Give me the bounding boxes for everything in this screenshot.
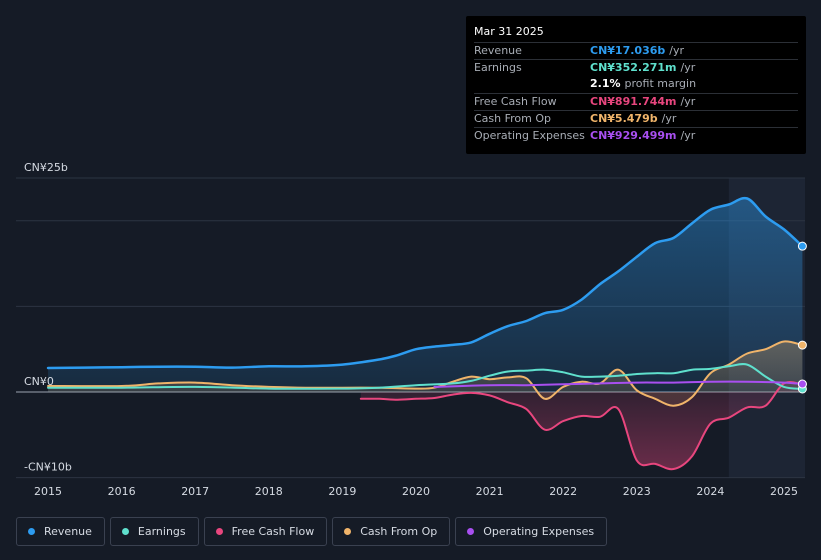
- tooltip-row-label: Earnings: [474, 61, 522, 74]
- tooltip-row-unit: /yr: [680, 61, 696, 74]
- legend-item-revenue[interactable]: Revenue: [16, 517, 105, 546]
- legend-label: Operating Expenses: [483, 525, 595, 538]
- tooltip-row-unit: /yr: [680, 95, 696, 108]
- legend-item-earnings[interactable]: Earnings: [109, 517, 199, 546]
- tooltip-row-label: [474, 76, 590, 93]
- tooltip-row-value: CN¥17.036b: [590, 44, 666, 57]
- tooltip-row: Free Cash Flow CN¥891.744m/yr: [474, 93, 798, 110]
- legend-dot-icon: [28, 528, 35, 535]
- x-tick-label: 2016: [108, 485, 136, 498]
- tooltip-row-value: CN¥929.499m: [590, 129, 677, 142]
- legend-dot-icon: [344, 528, 352, 535]
- tooltip-row-label: Operating Expenses: [474, 129, 585, 142]
- legend-label: Cash From Op: [360, 525, 438, 538]
- x-tick-label: 2021: [476, 485, 504, 498]
- tooltip-row-label: Free Cash Flow: [474, 95, 557, 108]
- earnings-line: [47, 363, 804, 390]
- legend-label: Earnings: [137, 525, 186, 538]
- cash-from-op-line: [47, 340, 804, 407]
- y-tick-label: CN¥25b: [24, 161, 68, 174]
- operating-expenses-line: [433, 380, 804, 388]
- free-cash-flow-line: [359, 381, 804, 471]
- legend-label: Free Cash Flow: [231, 525, 315, 538]
- x-tick-label: 2020: [402, 485, 430, 498]
- legend-item-cash-from-op[interactable]: Cash From Op: [332, 517, 451, 546]
- tooltip-row: 2.1% profit margin: [474, 76, 798, 93]
- tooltip-row: Revenue CN¥17.036b/yr: [474, 42, 798, 59]
- tooltip-row-label: Cash From Op: [474, 112, 552, 125]
- tooltip-row-value: CN¥352.271m: [590, 61, 677, 74]
- tooltip-panel: Mar 31 2025 Revenue CN¥17.036b/yr Earnings…: [466, 16, 806, 154]
- legend-dot-icon: [467, 528, 475, 535]
- y-tick-label: -CN¥10b: [24, 461, 72, 474]
- x-tick-label: 2015: [34, 485, 62, 498]
- chart-legend: Revenue Earnings Free Cash Flow Cash From O…: [16, 517, 608, 546]
- revenue-end-marker: [797, 241, 807, 251]
- legend-item-free-cash-flow[interactable]: Free Cash Flow: [203, 517, 328, 546]
- tooltip-row-value: 2.1%: [590, 77, 621, 90]
- x-tick-label: 2018: [255, 485, 283, 498]
- tooltip-row: Operating Expenses CN¥929.499m/yr: [474, 127, 798, 144]
- tooltip-date: Mar 31 2025: [474, 25, 544, 38]
- tooltip-row-unit: /yr: [680, 129, 696, 142]
- x-tick-label: 2022: [549, 485, 577, 498]
- tooltip-row-unit: profit margin: [624, 77, 697, 90]
- tooltip-row: Earnings CN¥352.271m/yr: [474, 59, 798, 76]
- cash-from-op-area: [48, 341, 803, 406]
- x-tick-label: 2023: [623, 485, 651, 498]
- legend-label: Revenue: [44, 525, 92, 538]
- revenue-area: [48, 198, 803, 392]
- revenue-line: [46, 196, 804, 370]
- tooltip-row-value: CN¥5.479b: [590, 112, 658, 125]
- legend-item-operating-expenses[interactable]: Operating Expenses: [455, 517, 608, 546]
- tooltip-row: Cash From Op CN¥5.479b/yr: [474, 110, 798, 127]
- x-tick-label: 2024: [696, 485, 724, 498]
- tooltip-row-value: CN¥891.744m: [590, 95, 677, 108]
- x-tick-label: 2017: [181, 485, 209, 498]
- free-cash-flow-area: [360, 382, 803, 470]
- x-tick-label: 2019: [328, 485, 356, 498]
- legend-dot-icon: [215, 528, 223, 535]
- legend-dot-icon: [121, 528, 129, 535]
- tooltip-row-unit: /yr: [669, 44, 685, 57]
- tooltip-row-unit: /yr: [661, 112, 677, 125]
- cash-from-op-end-marker: [797, 340, 807, 350]
- operating-expenses-end-marker: [797, 379, 807, 389]
- tooltip-row-label: Revenue: [474, 44, 522, 57]
- y-tick-label: CN¥0: [24, 375, 54, 388]
- x-tick-label: 2025: [770, 485, 798, 498]
